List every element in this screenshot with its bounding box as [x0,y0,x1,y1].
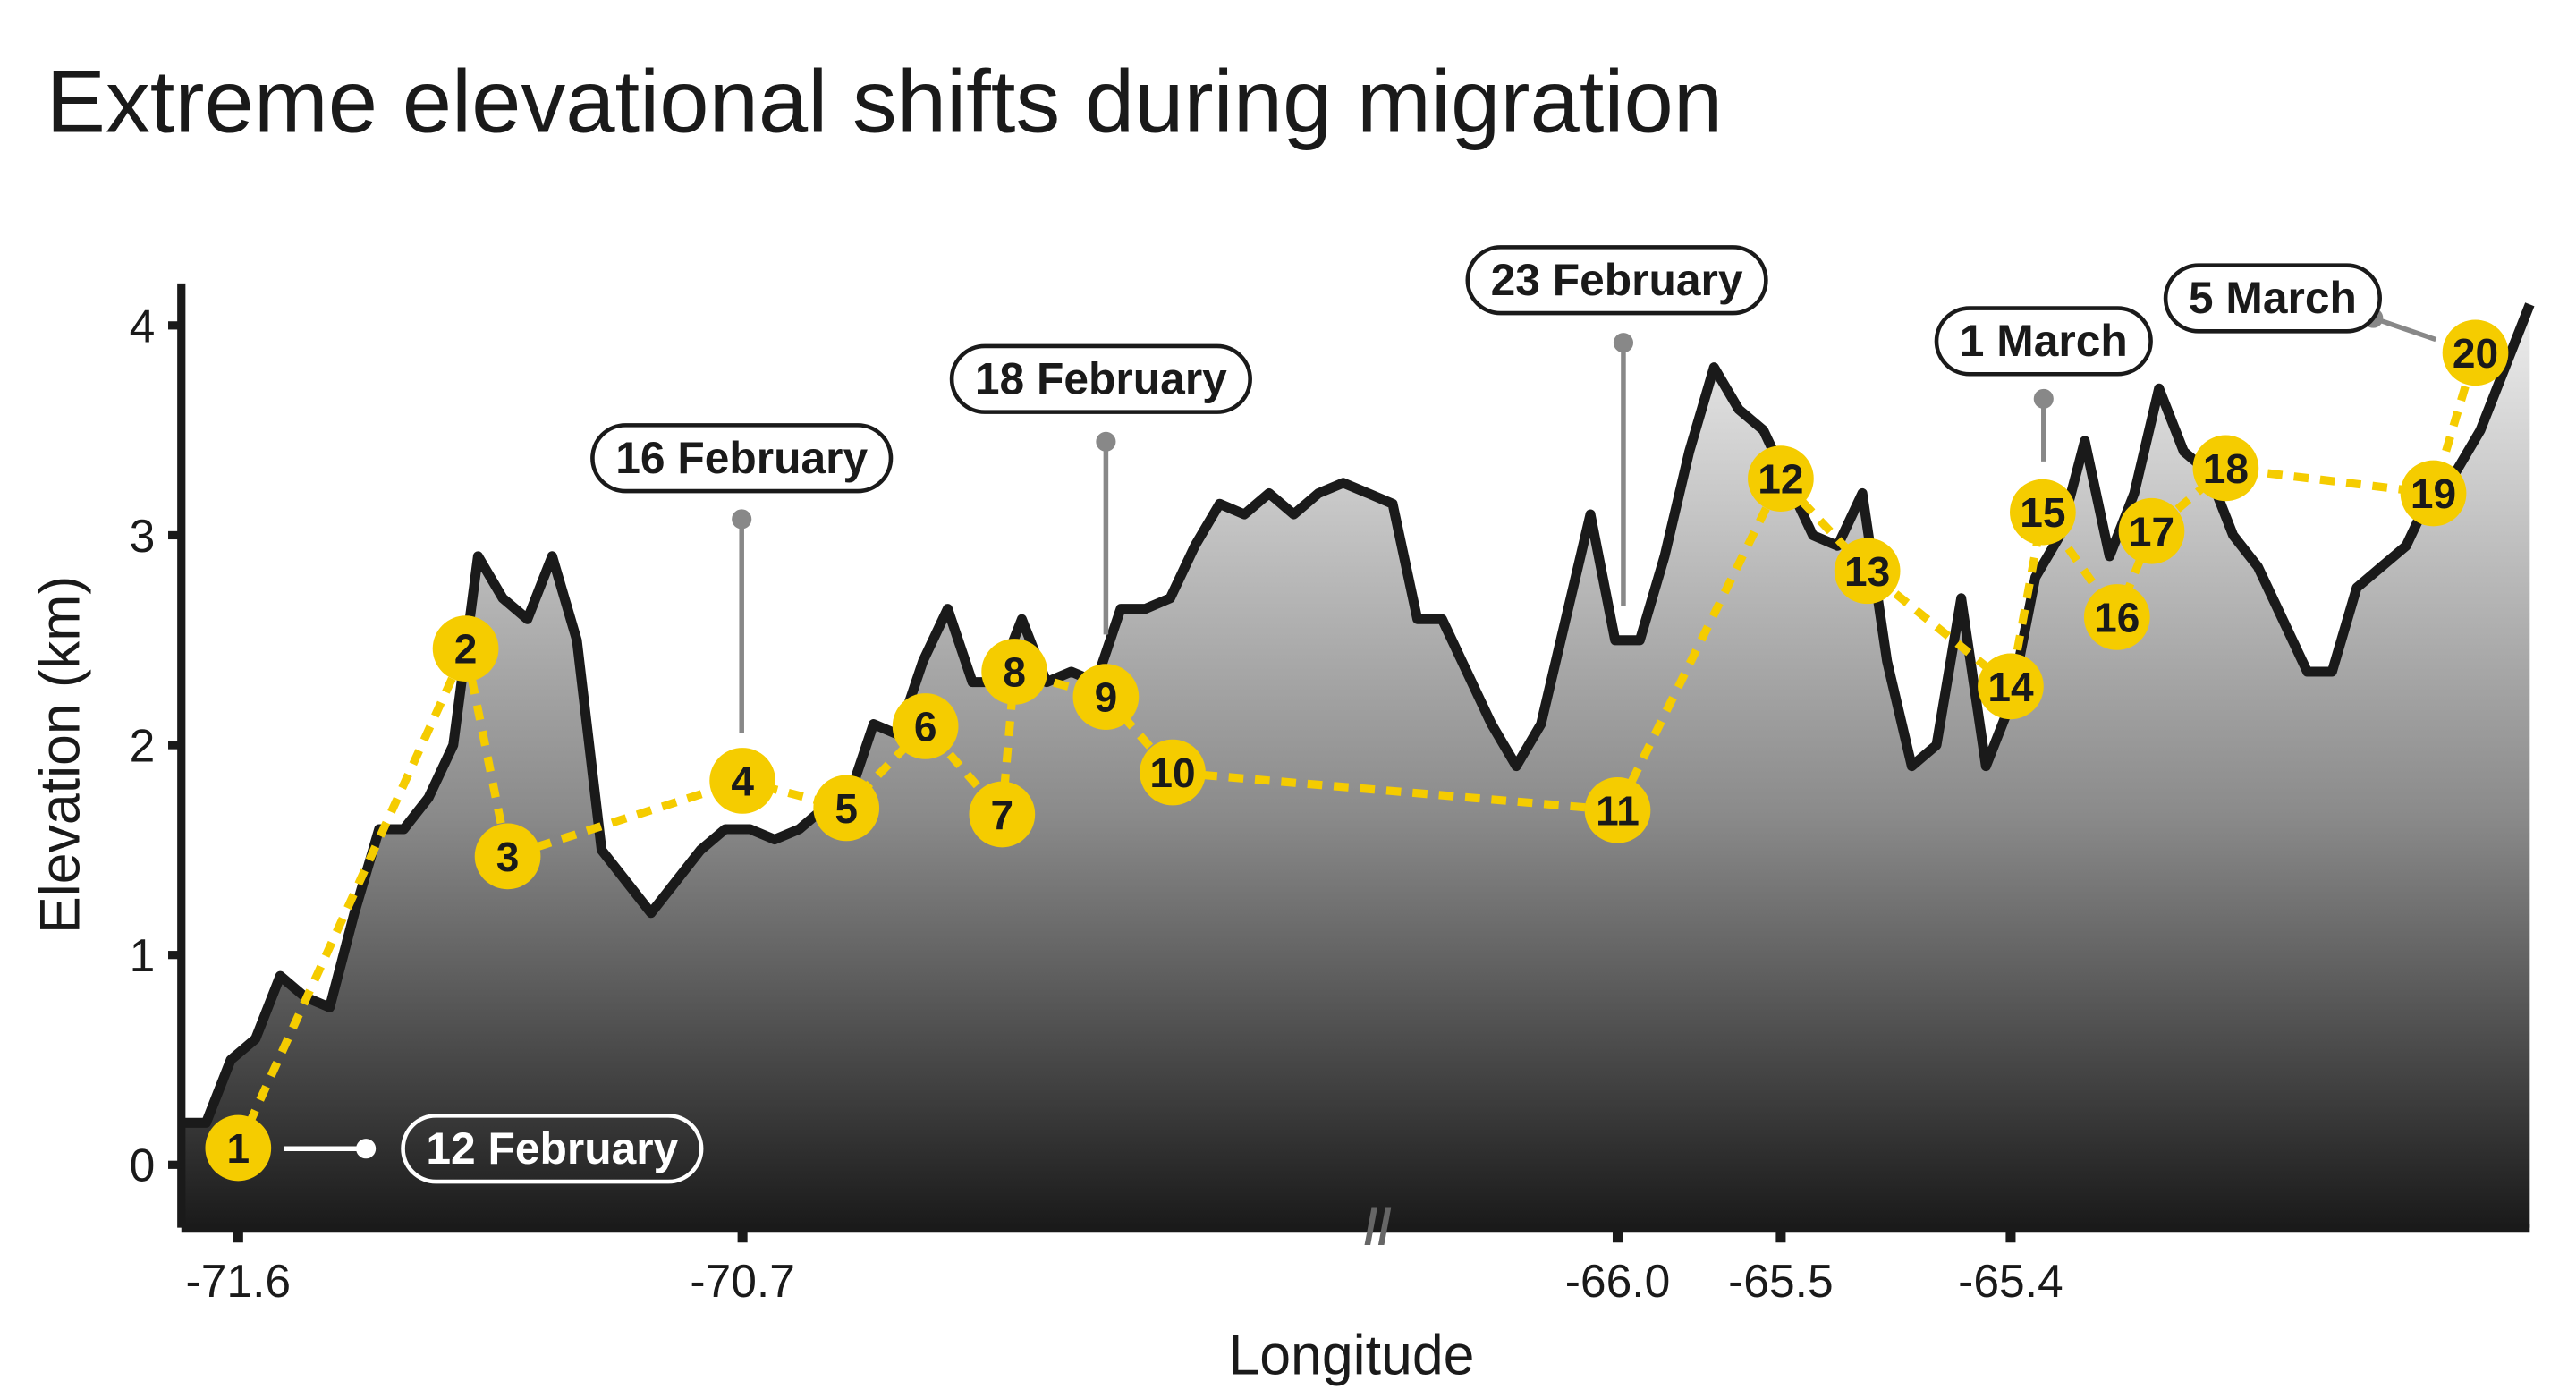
waypoint [969,781,1036,848]
waypoint [813,775,880,842]
chart-title: Extreme elevational shifts during migrat… [47,52,1724,151]
waypoint [1748,445,1814,512]
y-tick-label: 3 [130,510,156,562]
waypoint-label: 9 [1095,674,1118,721]
x-tick-label: -65.5 [1728,1255,1834,1307]
waypoint [1978,653,2044,720]
waypoint-label: 19 [2411,470,2456,517]
waypoint [709,748,775,814]
y-tick-label: 0 [130,1140,156,1191]
annotation-label: 1 March [1960,316,2128,366]
waypoint-label: 2 [454,626,478,673]
waypoint-label: 13 [1844,548,1890,595]
y-tick-label: 1 [130,929,156,981]
waypoint-label: 12 [1758,456,1803,503]
waypoint [1072,664,1140,730]
annotation-label: 23 February [1491,255,1743,305]
waypoint-label: 16 [2094,595,2140,641]
waypoint-label: 15 [2020,489,2065,536]
waypoint-label: 18 [2203,445,2249,492]
annotation-label: 16 February [615,433,868,483]
waypoint [1834,538,1901,605]
annotation-box [1465,245,1768,316]
waypoint [2010,479,2076,546]
x-tick-label: -71.6 [186,1255,292,1307]
waypoint-label: 10 [1149,750,1195,796]
terrain-line [181,302,2535,1128]
y-tick-label: 2 [130,719,156,771]
x-tick-label: -66.0 [1565,1255,1671,1307]
annotation-leader [2372,315,2437,343]
waypoint [1140,739,1206,806]
waypoint-label: 7 [991,792,1014,838]
annotation-pin [2033,388,2054,409]
waypoint [474,823,541,890]
y-tick-label: 4 [130,300,156,352]
waypoint [2400,460,2467,527]
waypoint [892,693,959,759]
waypoint-label: 3 [496,834,520,880]
x-tick-label: -65.4 [1958,1255,2063,1307]
waypoint-label: 1 [227,1125,250,1172]
annotation-label: 18 February [975,353,1227,403]
waypoint [2442,319,2509,386]
y-axis-label: Elevation (km) [30,576,92,934]
annotation-box [949,343,1252,414]
waypoint-label: 6 [914,704,937,750]
waypoint [2192,435,2259,502]
waypoint-label: 14 [1987,664,2034,710]
waypoint [432,615,499,682]
annotation-pin [356,1139,377,1159]
waypoint-label: 8 [1003,649,1026,696]
x-tick-label: -70.7 [690,1255,795,1307]
waypoint [2118,497,2185,564]
annotation-box [401,1114,704,1184]
axis-break: // [1364,1199,1392,1255]
terrain-area [181,304,2530,1228]
x-axis-label: Longitude [1228,1325,1474,1387]
waypoint-label: 5 [835,785,858,832]
annotation-pin [1096,431,1116,452]
annotation-pin [732,509,752,530]
waypoint-label: 17 [2129,508,2174,555]
waypoint [1584,776,1651,843]
waypoint-label: 4 [731,758,754,805]
annotation-pin [1613,333,1634,353]
annotation-box [1934,306,2153,377]
annotation-label: 5 March [2189,273,2357,323]
waypoint-label: 11 [1596,787,1640,834]
waypoint [205,1114,272,1182]
waypoint [2083,584,2150,650]
annotation-box [2163,263,2382,334]
waypoint [981,639,1047,705]
annotation-label: 12 February [426,1123,678,1173]
annotation-box [590,423,894,494]
waypoint-label: 20 [2453,330,2498,377]
